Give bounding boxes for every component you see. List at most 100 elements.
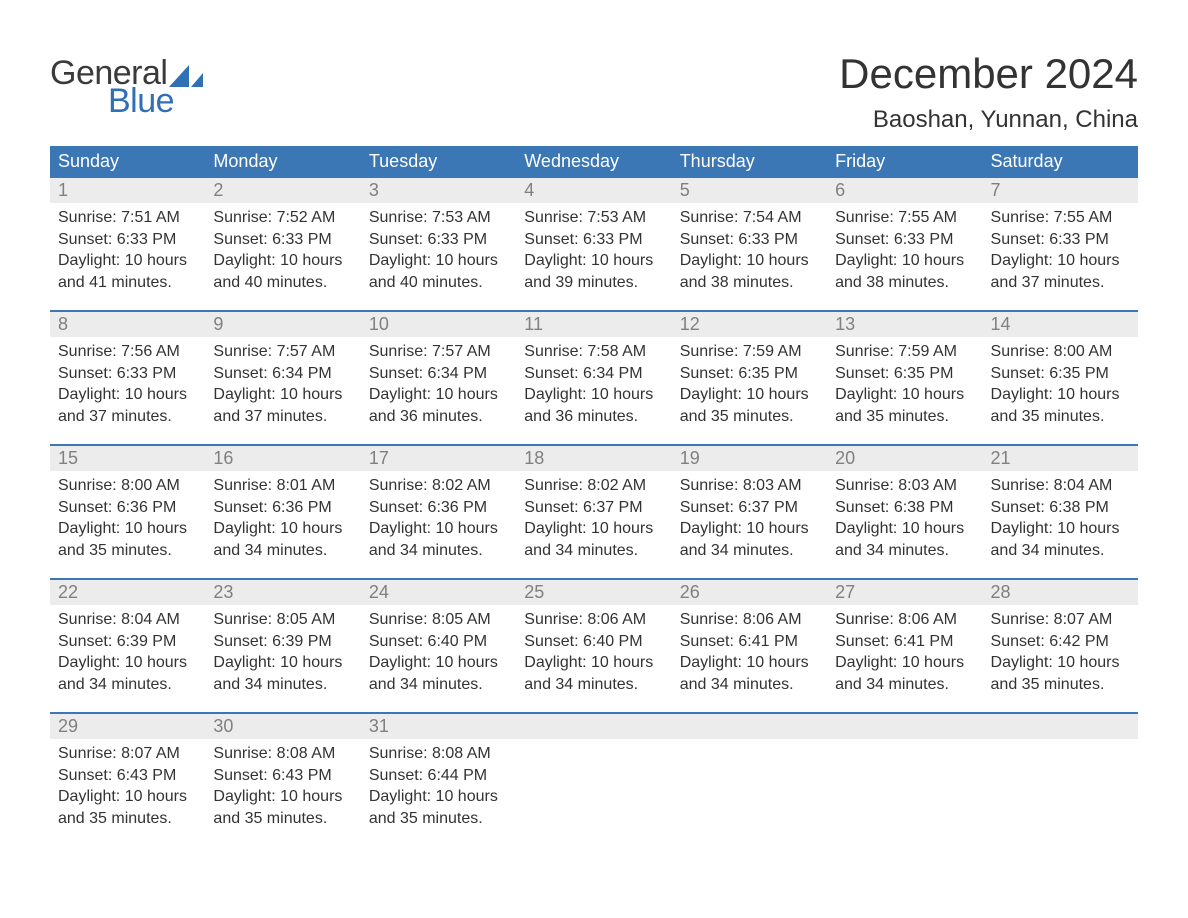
sunrise-line: Sunrise: 8:00 AM (991, 341, 1130, 363)
sunset-value: 6:43 PM (117, 767, 177, 784)
daylight-value: 10 hours and 34 minutes. (369, 654, 498, 693)
sunset-line: Sunset: 6:33 PM (991, 229, 1130, 251)
day-details: Sunrise: 8:07 AMSunset: 6:43 PMDaylight:… (50, 739, 205, 835)
sunset-line: Sunset: 6:35 PM (680, 363, 819, 385)
daylight-line: Daylight: 10 hours and 36 minutes. (524, 384, 663, 427)
sunset-line: Sunset: 6:39 PM (213, 631, 352, 653)
calendar-day: 20Sunrise: 8:03 AMSunset: 6:38 PMDayligh… (827, 446, 982, 578)
daylight-value: 10 hours and 35 minutes. (58, 788, 187, 827)
day-details: Sunrise: 7:54 AMSunset: 6:33 PMDaylight:… (672, 203, 827, 299)
day-number: 2 (205, 178, 360, 203)
sunset-line: Sunset: 6:36 PM (58, 497, 197, 519)
sunrise-line: Sunrise: 8:05 AM (369, 609, 508, 631)
daylight-value: 10 hours and 35 minutes. (213, 788, 342, 827)
sunset-line: Sunset: 6:33 PM (524, 229, 663, 251)
sunrise-line: Sunrise: 7:53 AM (524, 207, 663, 229)
daylight-value: 10 hours and 34 minutes. (835, 654, 964, 693)
sunset-value: 6:44 PM (428, 767, 488, 784)
sunset-value: 6:35 PM (1049, 365, 1109, 382)
brand-logo: General Blue (50, 56, 203, 118)
daylight-value: 10 hours and 34 minutes. (524, 654, 653, 693)
day-number: 3 (361, 178, 516, 203)
sunrise-line: Sunrise: 7:53 AM (369, 207, 508, 229)
sunrise-value: 8:08 AM (277, 745, 336, 762)
calendar-day (516, 714, 671, 846)
day-details: Sunrise: 7:51 AMSunset: 6:33 PMDaylight:… (50, 203, 205, 299)
sunset-line: Sunset: 6:33 PM (369, 229, 508, 251)
sunrise-value: 8:04 AM (1054, 477, 1113, 494)
sunset-value: 6:43 PM (272, 767, 332, 784)
sunset-line: Sunset: 6:42 PM (991, 631, 1130, 653)
sunset-value: 6:33 PM (894, 231, 954, 248)
daylight-line: Daylight: 10 hours and 35 minutes. (58, 786, 197, 829)
weekday-monday: Monday (205, 146, 360, 178)
sunrise-value: 7:54 AM (743, 209, 802, 226)
daylight-line: Daylight: 10 hours and 39 minutes. (524, 250, 663, 293)
calendar-day: 30Sunrise: 8:08 AMSunset: 6:43 PMDayligh… (205, 714, 360, 846)
daylight-value: 10 hours and 34 minutes. (835, 520, 964, 559)
calendar-day: 8Sunrise: 7:56 AMSunset: 6:33 PMDaylight… (50, 312, 205, 444)
sunset-value: 6:33 PM (738, 231, 798, 248)
sunrise-value: 8:01 AM (277, 477, 336, 494)
sunset-value: 6:33 PM (583, 231, 643, 248)
daylight-value: 10 hours and 34 minutes. (991, 520, 1120, 559)
daylight-value: 10 hours and 35 minutes. (991, 654, 1120, 693)
daylight-value: 10 hours and 35 minutes. (369, 788, 498, 827)
calendar-body: 1Sunrise: 7:51 AMSunset: 6:33 PMDaylight… (50, 178, 1138, 846)
sunset-value: 6:33 PM (272, 231, 332, 248)
daylight-line: Daylight: 10 hours and 34 minutes. (991, 518, 1130, 561)
daylight-line: Daylight: 10 hours and 40 minutes. (369, 250, 508, 293)
sunrise-line: Sunrise: 8:06 AM (524, 609, 663, 631)
calendar-day (672, 714, 827, 846)
sunrise-value: 7:55 AM (1054, 209, 1113, 226)
calendar-day (983, 714, 1138, 846)
sunset-line: Sunset: 6:33 PM (835, 229, 974, 251)
sunset-value: 6:33 PM (428, 231, 488, 248)
calendar-day: 12Sunrise: 7:59 AMSunset: 6:35 PMDayligh… (672, 312, 827, 444)
day-number: 7 (983, 178, 1138, 203)
sunrise-value: 8:06 AM (587, 611, 646, 628)
page: General Blue December 2024 Baoshan, Yunn… (0, 0, 1188, 886)
day-number: 14 (983, 312, 1138, 337)
day-details: Sunrise: 8:03 AMSunset: 6:37 PMDaylight:… (672, 471, 827, 567)
daylight-value: 10 hours and 37 minutes. (991, 252, 1120, 291)
daylight-line: Daylight: 10 hours and 34 minutes. (369, 518, 508, 561)
day-number: 31 (361, 714, 516, 739)
sunset-line: Sunset: 6:33 PM (58, 229, 197, 251)
daylight-line: Daylight: 10 hours and 37 minutes. (58, 384, 197, 427)
day-number: 23 (205, 580, 360, 605)
day-number: 24 (361, 580, 516, 605)
daylight-value: 10 hours and 37 minutes. (213, 386, 342, 425)
day-number: 21 (983, 446, 1138, 471)
sunrise-line: Sunrise: 8:04 AM (991, 475, 1130, 497)
day-details: Sunrise: 7:55 AMSunset: 6:33 PMDaylight:… (983, 203, 1138, 299)
sunrise-value: 7:51 AM (121, 209, 180, 226)
day-details: Sunrise: 8:07 AMSunset: 6:42 PMDaylight:… (983, 605, 1138, 701)
daylight-line: Daylight: 10 hours and 35 minutes. (58, 518, 197, 561)
daylight-value: 10 hours and 39 minutes. (524, 252, 653, 291)
sunset-line: Sunset: 6:40 PM (369, 631, 508, 653)
sunrise-value: 7:55 AM (898, 209, 957, 226)
calendar-day: 9Sunrise: 7:57 AMSunset: 6:34 PMDaylight… (205, 312, 360, 444)
daylight-value: 10 hours and 34 minutes. (369, 520, 498, 559)
sunrise-line: Sunrise: 8:02 AM (369, 475, 508, 497)
calendar-day: 27Sunrise: 8:06 AMSunset: 6:41 PMDayligh… (827, 580, 982, 712)
daylight-line: Daylight: 10 hours and 34 minutes. (524, 652, 663, 695)
day-number: 15 (50, 446, 205, 471)
sunrise-value: 7:59 AM (898, 343, 957, 360)
daylight-line: Daylight: 10 hours and 35 minutes. (835, 384, 974, 427)
day-details: Sunrise: 7:52 AMSunset: 6:33 PMDaylight:… (205, 203, 360, 299)
sunset-line: Sunset: 6:43 PM (213, 765, 352, 787)
daylight-line: Daylight: 10 hours and 35 minutes. (991, 384, 1130, 427)
calendar-week: 8Sunrise: 7:56 AMSunset: 6:33 PMDaylight… (50, 312, 1138, 444)
weekday-tuesday: Tuesday (361, 146, 516, 178)
calendar-day: 22Sunrise: 8:04 AMSunset: 6:39 PMDayligh… (50, 580, 205, 712)
daylight-line: Daylight: 10 hours and 34 minutes. (835, 518, 974, 561)
calendar-day: 29Sunrise: 8:07 AMSunset: 6:43 PMDayligh… (50, 714, 205, 846)
day-number: 18 (516, 446, 671, 471)
sunset-value: 6:34 PM (428, 365, 488, 382)
day-number: 19 (672, 446, 827, 471)
day-number: 16 (205, 446, 360, 471)
sunset-value: 6:37 PM (738, 499, 798, 516)
day-number: 12 (672, 312, 827, 337)
